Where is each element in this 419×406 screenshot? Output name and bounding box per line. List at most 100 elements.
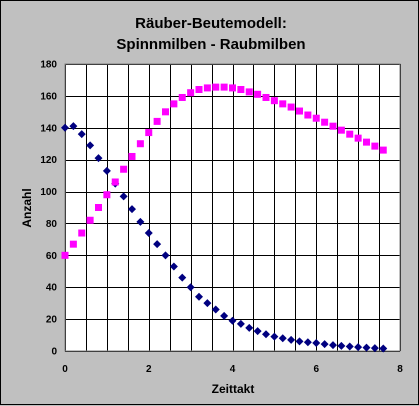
data-point-series-2 — [170, 100, 178, 108]
data-point-series-2 — [363, 138, 370, 146]
data-point-series-2 — [229, 84, 236, 92]
data-point-series-1 — [362, 343, 371, 352]
x-tick-label: 0 — [62, 364, 68, 375]
data-point-series-2 — [346, 130, 354, 138]
data-point-series-1 — [211, 305, 220, 314]
x-tick-label: 4 — [230, 364, 236, 375]
data-point-series-1 — [169, 262, 178, 271]
series-1 — [61, 122, 388, 353]
data-point-series-1 — [270, 332, 279, 341]
data-point-series-2 — [379, 146, 387, 154]
data-point-series-2 — [95, 204, 102, 211]
data-point-series-1 — [354, 343, 363, 352]
y-tick-label: 100 — [40, 187, 57, 198]
data-point-series-2 — [371, 142, 379, 150]
data-point-series-1 — [69, 122, 78, 131]
y-tick-label: 80 — [46, 219, 58, 230]
data-point-series-2 — [254, 90, 262, 98]
data-point-series-2 — [296, 107, 303, 115]
y-tick-label: 60 — [46, 251, 58, 262]
data-point-series-2 — [162, 108, 169, 116]
data-point-series-1 — [195, 292, 203, 301]
y-tick-label: 120 — [40, 155, 57, 166]
data-point-series-1 — [320, 340, 329, 349]
data-point-series-1 — [228, 316, 237, 325]
data-point-series-1 — [295, 337, 304, 346]
data-point-series-2 — [220, 83, 228, 91]
data-point-series-2 — [287, 103, 295, 111]
series-2 — [61, 83, 387, 259]
data-point-series-2 — [136, 140, 144, 148]
data-point-series-1 — [262, 330, 270, 339]
y-tick-label: 160 — [40, 91, 57, 102]
data-point-series-1 — [370, 344, 379, 353]
plot-area — [65, 64, 400, 351]
data-point-series-2 — [153, 117, 161, 125]
x-axis-title: Zeittakt — [212, 382, 255, 396]
data-point-series-1 — [287, 335, 296, 344]
data-point-series-1 — [203, 299, 212, 308]
data-point-series-1 — [337, 341, 346, 350]
data-point-series-2 — [312, 114, 320, 122]
chart-title-line-1: Räuber-Beutemodell: — [135, 15, 287, 32]
data-point-series-2 — [203, 84, 211, 92]
data-point-series-2 — [329, 122, 337, 130]
data-point-series-2 — [128, 152, 136, 160]
data-point-series-1 — [77, 130, 86, 139]
x-tick-label: 2 — [146, 364, 152, 375]
data-point-series-1 — [153, 240, 162, 249]
data-point-series-2 — [120, 165, 128, 173]
data-point-series-1 — [329, 341, 337, 350]
data-point-series-2 — [279, 100, 287, 108]
y-tick-label: 0 — [51, 347, 57, 358]
data-point-series-2 — [187, 89, 195, 97]
y-tick-label: 40 — [46, 283, 58, 294]
data-point-series-2 — [262, 93, 270, 101]
data-point-series-1 — [220, 311, 229, 320]
data-point-series-1 — [178, 273, 187, 282]
data-point-series-2 — [354, 134, 362, 142]
data-point-series-1 — [303, 338, 312, 347]
data-point-series-1 — [128, 205, 136, 214]
data-point-series-2 — [270, 97, 278, 105]
data-point-series-1 — [86, 141, 95, 150]
data-point-series-2 — [78, 229, 86, 237]
data-point-series-1 — [379, 344, 388, 353]
chart-title-line-2: Spinnmilben - Raubmilben — [116, 36, 305, 53]
data-point-series-1 — [236, 319, 245, 328]
data-point-series-2 — [304, 111, 312, 119]
data-point-series-1 — [278, 334, 287, 343]
data-point-series-1 — [94, 154, 103, 163]
tick-labels: 0 20 40 60 80 100 120 140 160 180 0 2 4 6 8 — [40, 60, 403, 376]
data-point-series-2 — [237, 86, 245, 94]
data-point-series-1 — [102, 166, 111, 175]
y-tick-label: 20 — [46, 315, 58, 326]
data-point-series-2 — [61, 251, 69, 259]
data-point-series-2 — [245, 88, 253, 96]
y-axis-title: Anzahl — [20, 188, 34, 227]
x-tick-label: 6 — [313, 364, 319, 375]
data-point-series-2 — [178, 93, 186, 101]
data-point-series-1 — [161, 251, 170, 260]
data-point-series-2 — [86, 216, 94, 224]
data-point-series-2 — [321, 118, 329, 126]
series-markers — [61, 83, 388, 353]
data-point-series-2 — [145, 129, 153, 137]
data-point-series-1 — [144, 229, 153, 238]
data-point-series-1 — [119, 192, 128, 201]
x-tick-label: 8 — [397, 364, 403, 375]
data-point-series-2 — [69, 240, 77, 248]
data-point-series-1 — [253, 327, 262, 336]
data-point-series-1 — [245, 323, 254, 332]
data-point-series-2 — [103, 191, 111, 199]
y-tick-label: 140 — [40, 123, 57, 134]
data-point-series-2 — [337, 126, 345, 134]
data-point-series-1 — [312, 339, 321, 348]
data-point-series-2 — [111, 178, 119, 186]
data-point-series-1 — [345, 342, 354, 351]
data-point-series-1 — [186, 283, 195, 292]
plot-border — [64, 63, 401, 352]
data-point-series-1 — [136, 217, 145, 226]
